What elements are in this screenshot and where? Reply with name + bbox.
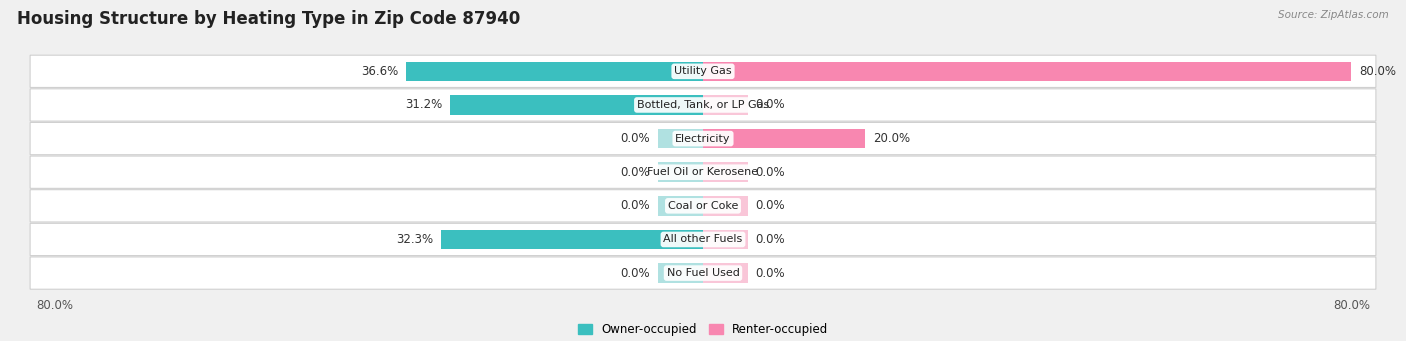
Text: 36.6%: 36.6% bbox=[361, 65, 398, 78]
Text: Electricity: Electricity bbox=[675, 134, 731, 144]
Text: 20.0%: 20.0% bbox=[873, 132, 910, 145]
Text: 0.0%: 0.0% bbox=[755, 267, 786, 280]
Text: No Fuel Used: No Fuel Used bbox=[666, 268, 740, 278]
FancyBboxPatch shape bbox=[30, 122, 1376, 155]
Text: 0.0%: 0.0% bbox=[755, 233, 786, 246]
Text: 31.2%: 31.2% bbox=[405, 99, 441, 112]
Bar bbox=[703, 263, 748, 283]
Text: 80.0%: 80.0% bbox=[1360, 65, 1396, 78]
Text: Source: ZipAtlas.com: Source: ZipAtlas.com bbox=[1278, 10, 1389, 20]
FancyBboxPatch shape bbox=[30, 223, 1376, 256]
FancyBboxPatch shape bbox=[30, 190, 1376, 222]
Text: 0.0%: 0.0% bbox=[620, 199, 651, 212]
Bar bbox=[703, 162, 748, 182]
Text: Bottled, Tank, or LP Gas: Bottled, Tank, or LP Gas bbox=[637, 100, 769, 110]
Bar bbox=[441, 230, 703, 249]
FancyBboxPatch shape bbox=[30, 156, 1376, 188]
Text: 0.0%: 0.0% bbox=[755, 166, 786, 179]
Bar bbox=[658, 162, 703, 182]
FancyBboxPatch shape bbox=[30, 89, 1376, 121]
Bar bbox=[703, 129, 865, 148]
Text: 0.0%: 0.0% bbox=[755, 99, 786, 112]
Bar bbox=[703, 95, 748, 115]
Text: 32.3%: 32.3% bbox=[396, 233, 433, 246]
Text: Coal or Coke: Coal or Coke bbox=[668, 201, 738, 211]
Bar bbox=[658, 129, 703, 148]
FancyBboxPatch shape bbox=[30, 55, 1376, 88]
Text: 0.0%: 0.0% bbox=[620, 166, 651, 179]
Text: 0.0%: 0.0% bbox=[620, 267, 651, 280]
Bar bbox=[703, 196, 748, 216]
Text: 0.0%: 0.0% bbox=[755, 199, 786, 212]
Bar bbox=[406, 62, 703, 81]
Text: Housing Structure by Heating Type in Zip Code 87940: Housing Structure by Heating Type in Zip… bbox=[17, 10, 520, 28]
Bar bbox=[703, 230, 748, 249]
Text: Utility Gas: Utility Gas bbox=[675, 66, 731, 76]
Legend: Owner-occupied, Renter-occupied: Owner-occupied, Renter-occupied bbox=[572, 318, 834, 341]
Text: 0.0%: 0.0% bbox=[620, 132, 651, 145]
Text: All other Fuels: All other Fuels bbox=[664, 235, 742, 244]
Bar bbox=[658, 263, 703, 283]
Bar bbox=[703, 62, 1351, 81]
FancyBboxPatch shape bbox=[30, 257, 1376, 289]
Bar bbox=[450, 95, 703, 115]
Bar bbox=[658, 196, 703, 216]
Text: Fuel Oil or Kerosene: Fuel Oil or Kerosene bbox=[647, 167, 759, 177]
